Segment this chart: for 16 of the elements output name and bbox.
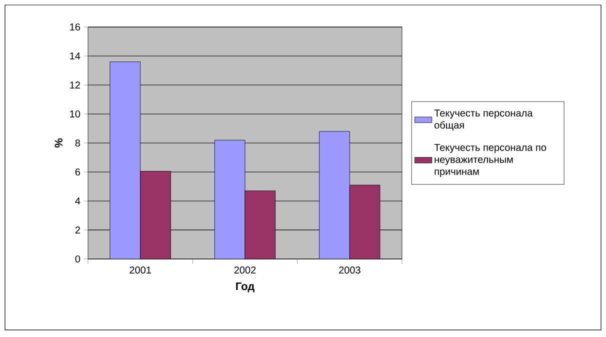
x-tick-label: 2001 (130, 266, 151, 274)
x-tick-label: 2003 (339, 266, 360, 274)
y-tick-label: 14 (70, 52, 80, 60)
y-tick-label: 2 (75, 226, 80, 234)
y-axis-title: % (54, 138, 62, 148)
legend-label: Текучесть персонала общая (434, 110, 533, 130)
y-tick-label: 10 (70, 110, 80, 118)
y-tick-label: 12 (70, 82, 80, 88)
y-tick-label: 6 (75, 168, 80, 176)
legend-label: Текучесть персонала по неуважительным причинам (434, 144, 546, 177)
y-tick-label: 16 (70, 23, 80, 31)
x-tick-label: 2002 (234, 266, 256, 274)
y-tick-label: 0 (75, 255, 80, 263)
x-axis-title: Год (236, 282, 254, 292)
y-tick-label: 8 (75, 139, 80, 147)
y-tick-label: 4 (75, 198, 80, 204)
